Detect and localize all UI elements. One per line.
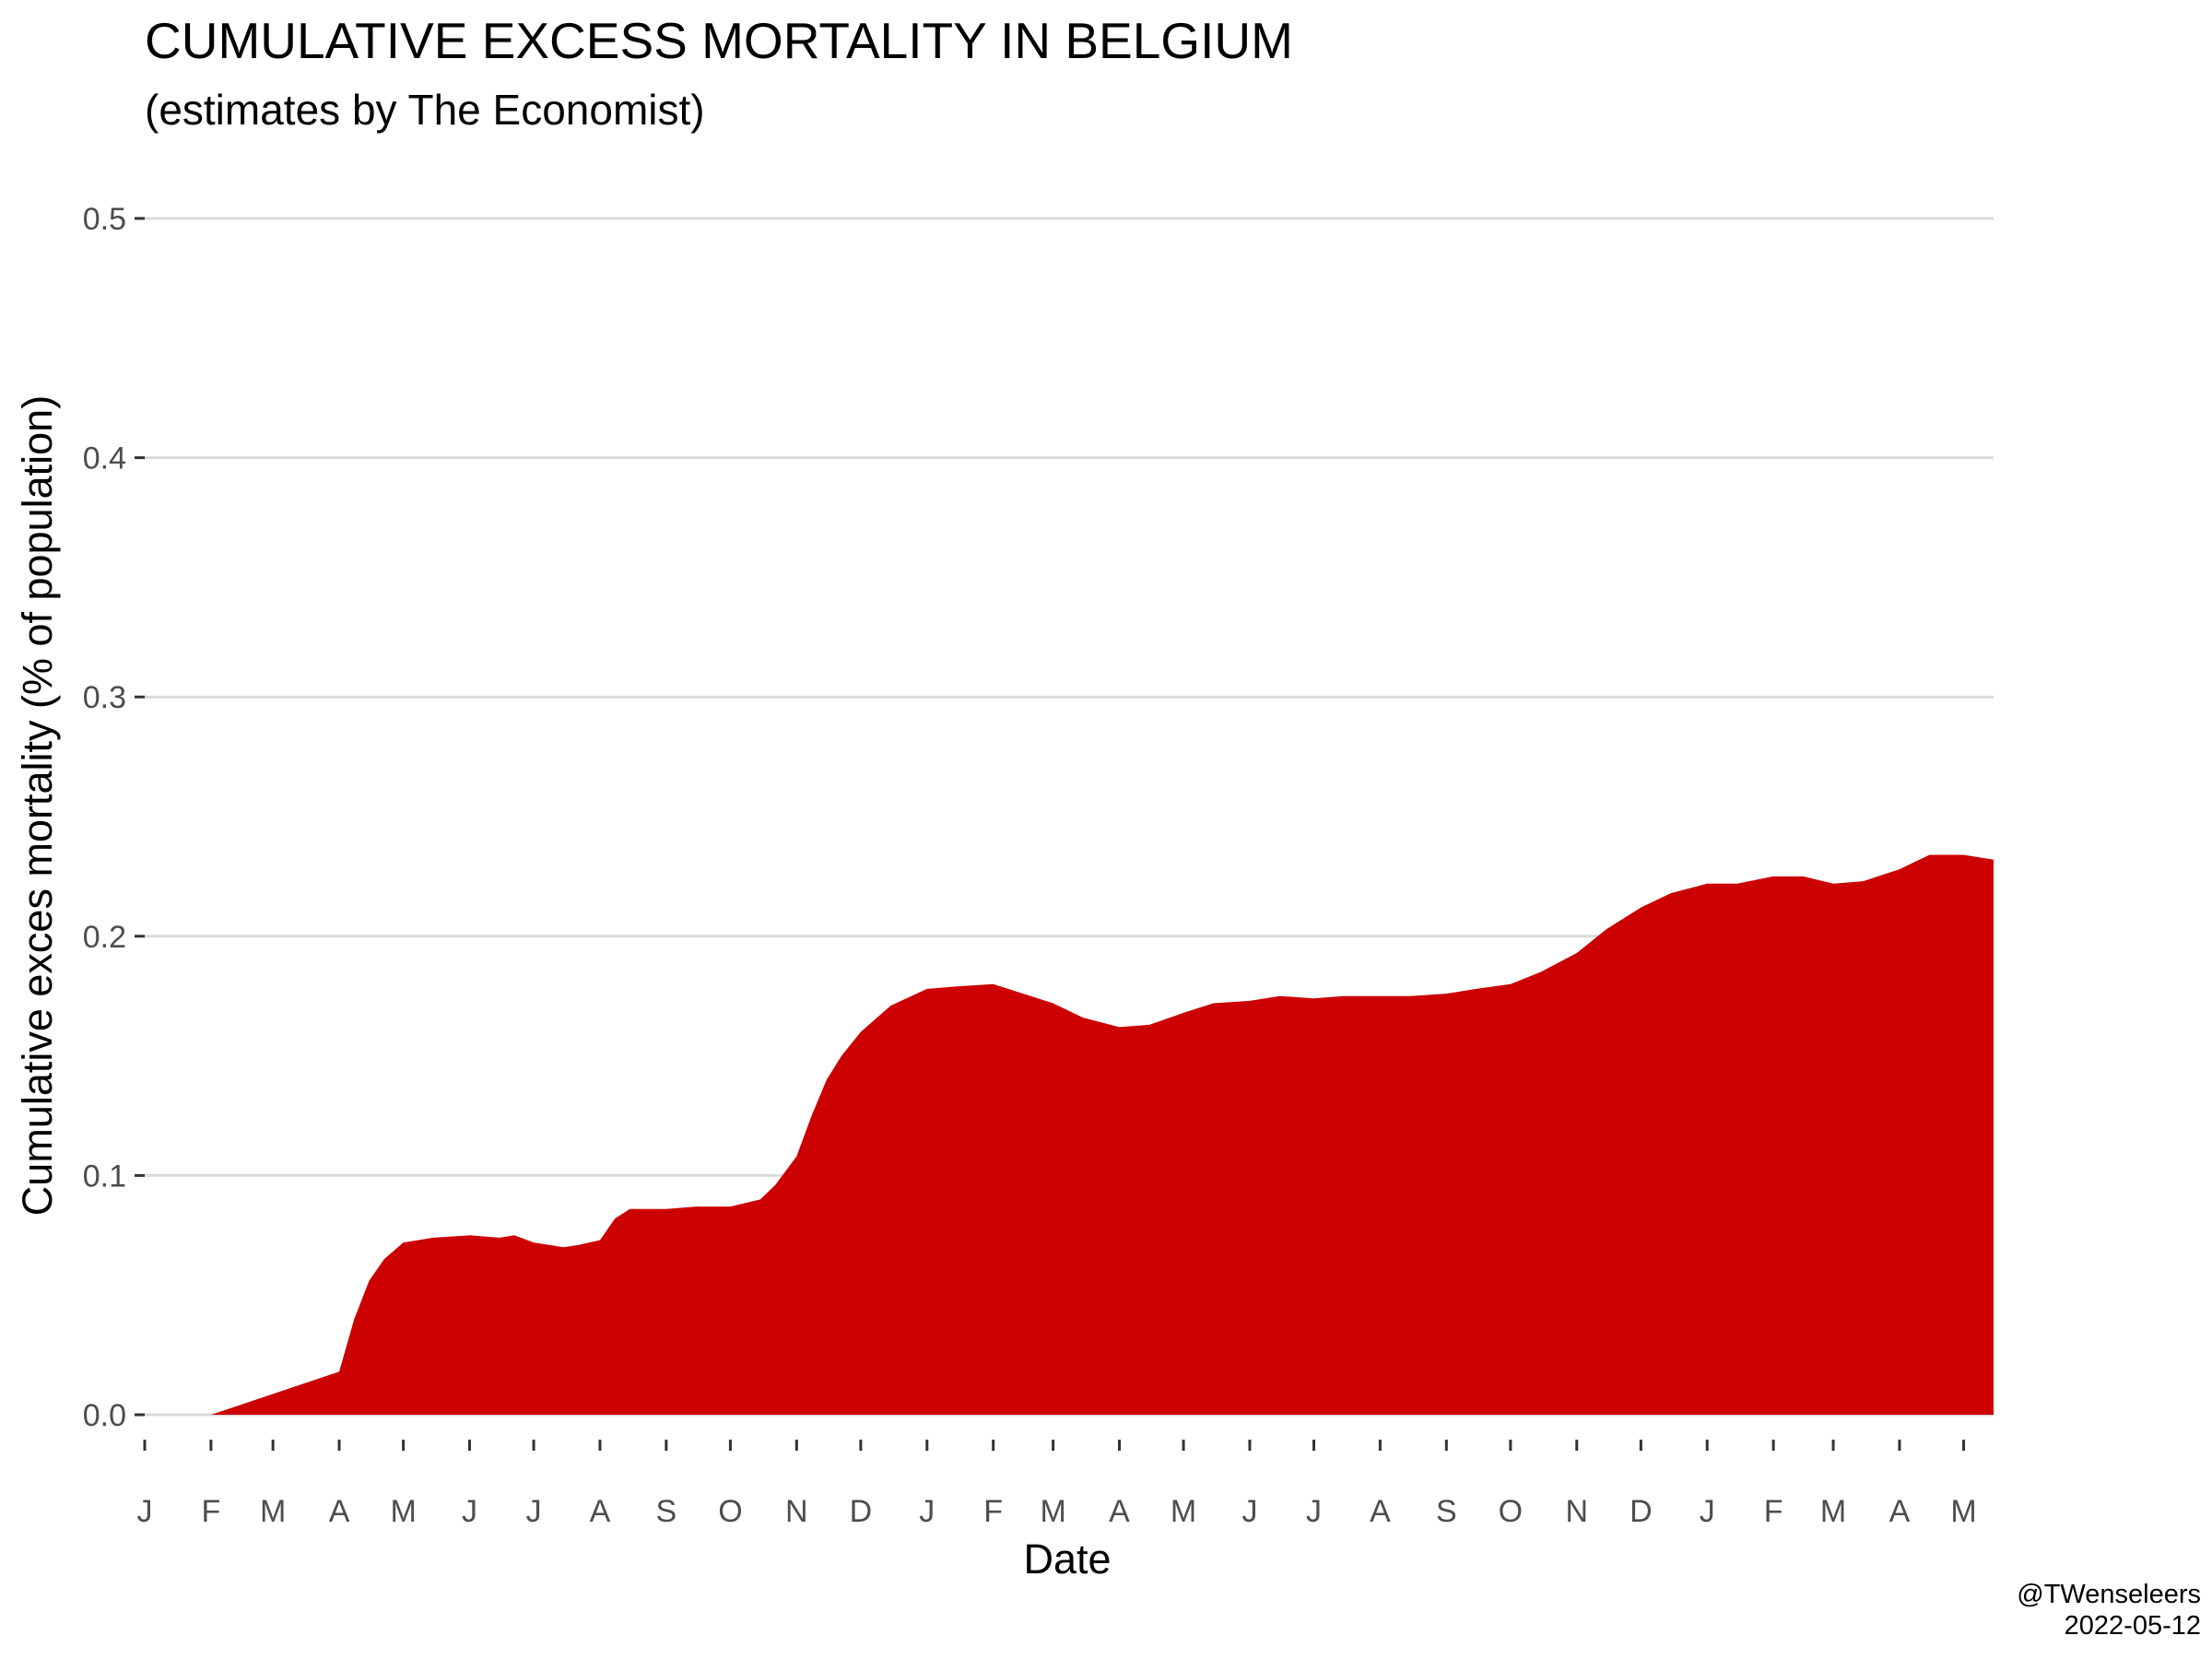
x-tick-label: N — [1565, 1494, 1588, 1529]
x-tick-label: A — [1889, 1494, 1911, 1529]
caption-date: 2022-05-12 — [2064, 1611, 2201, 1641]
x-tick-label: M — [1171, 1494, 1196, 1529]
x-tick-label: S — [1436, 1494, 1457, 1529]
excess-mortality-area — [145, 854, 1994, 1415]
y-tick-label: 0.4 — [83, 441, 126, 477]
x-tick-label: M — [1820, 1494, 1846, 1529]
x-tick-label: F — [202, 1494, 221, 1529]
x-tick-label: A — [329, 1494, 350, 1529]
x-tick-label: M — [1040, 1494, 1065, 1529]
x-tick-label: N — [785, 1494, 808, 1529]
x-tick-label: A — [1370, 1494, 1391, 1529]
y-tick-label: 0.1 — [83, 1159, 126, 1194]
x-tick-label: M — [1950, 1494, 1976, 1529]
x-tick-label: M — [390, 1494, 416, 1529]
x-tick-label: S — [656, 1494, 677, 1529]
y-tick-label: 0.5 — [83, 202, 126, 237]
y-axis: 0.0 0.1 0.2 0.3 0.4 0.5 — [83, 202, 145, 1433]
x-tick-label: O — [718, 1494, 742, 1529]
x-axis-title: Date — [1023, 1535, 1111, 1583]
chart-subtitle: (estimates by The Economist) — [145, 86, 705, 134]
x-tick-label: J — [1700, 1494, 1715, 1529]
x-tick-label: J — [526, 1494, 542, 1529]
x-tick-label: J — [1241, 1494, 1257, 1529]
x-tick-label: O — [1499, 1494, 1523, 1529]
x-tick-label: J — [462, 1494, 477, 1529]
caption-author: @TWenseleers — [2017, 1580, 2201, 1609]
y-tick-label: 0.2 — [83, 920, 126, 955]
x-tick-label: M — [260, 1494, 286, 1529]
x-tick-label: J — [137, 1494, 153, 1529]
caption: @TWenseleers 2022-05-12 — [2017, 1579, 2201, 1641]
x-tick-label: D — [1630, 1494, 1653, 1529]
x-tick-label: F — [983, 1494, 1003, 1529]
y-axis-title: Cumulative exces mortality (% of populat… — [14, 395, 61, 1216]
x-tick-label: J — [919, 1494, 935, 1529]
x-tick-label: J — [1306, 1494, 1322, 1529]
x-tick-label: D — [850, 1494, 873, 1529]
y-tick-label: 0.0 — [83, 1398, 126, 1433]
x-tick-label: A — [590, 1494, 611, 1529]
x-tick-label: A — [1109, 1494, 1130, 1529]
y-tick-label: 0.3 — [83, 680, 126, 715]
chart-title: CUMULATIVE EXCESS MORTALITY IN BELGIUM — [145, 12, 1293, 69]
x-tick-label: F — [1764, 1494, 1783, 1529]
